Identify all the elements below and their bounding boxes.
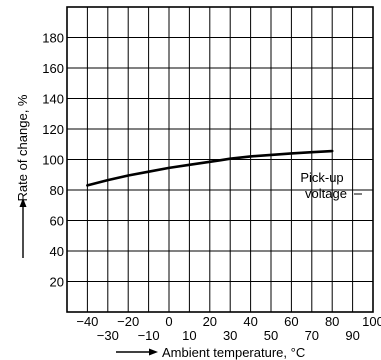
x-tick-label-upper: −40 [76, 314, 98, 329]
x-tick-label-upper: 60 [284, 314, 298, 329]
y-tick-label: 60 [50, 214, 64, 229]
x-axis-arrow-head [149, 348, 158, 356]
y-tick-label: 100 [42, 153, 64, 168]
series-line [86, 149, 334, 187]
annotation-line-1: Pick-up [300, 170, 343, 185]
y-tick-label: 180 [42, 31, 64, 46]
y-tick-label: 140 [42, 92, 64, 107]
x-tick-label-lower: 10 [182, 328, 196, 343]
y-tick-labels: 20 40 60 80 100 120 140 160 180 [42, 31, 64, 290]
x-tick-label-upper: −20 [117, 314, 139, 329]
annotation-pick-up-voltage: Pick-up voltage [300, 170, 347, 201]
x-tick-label-lower: 50 [264, 328, 278, 343]
x-tick-label-upper: 20 [203, 314, 217, 329]
x-tick-label-lower: −30 [97, 328, 119, 343]
x-tick-label-lower: 30 [223, 328, 237, 343]
y-tick-label: 40 [50, 244, 64, 259]
y-axis-arrow-head [19, 198, 27, 207]
y-tick-label: 160 [42, 61, 64, 76]
x-tick-label-lower: 70 [305, 328, 319, 343]
annotation-line-2: voltage [305, 186, 347, 201]
x-axis-label-group: Ambient temperature, °C [116, 345, 305, 360]
x-axis-label: Ambient temperature, °C [162, 345, 305, 360]
x-tick-label-upper: 80 [325, 314, 339, 329]
y-tick-label: 120 [42, 122, 64, 137]
y-axis-label-group: Rate of change, % [15, 94, 30, 258]
y-tick-label: 20 [50, 275, 64, 290]
x-tick-labels: −40 −20 0 20 40 60 80 100 −30 −10 10 30 50 70 90 [76, 314, 381, 343]
x-tick-label-upper: 100 [362, 314, 381, 329]
x-tick-label-upper: 0 [165, 314, 172, 329]
x-tick-label-upper: 40 [243, 314, 257, 329]
x-tick-label-lower: −10 [138, 328, 160, 343]
series-lines [86, 149, 362, 195]
plot-border [66, 6, 374, 313]
grid [67, 7, 373, 312]
y-axis-label: Rate of change, % [15, 94, 30, 201]
y-tick-label: 80 [50, 183, 64, 198]
x-tick-label-lower: 90 [345, 328, 359, 343]
plot-frame [66, 6, 374, 313]
